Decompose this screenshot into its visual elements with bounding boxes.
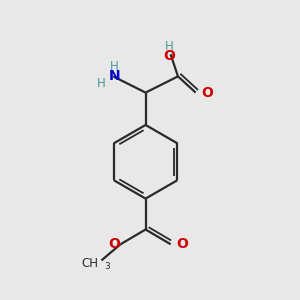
Text: O: O — [176, 237, 188, 251]
Text: 3: 3 — [104, 262, 110, 272]
Text: H: H — [165, 40, 173, 52]
Text: H: H — [110, 60, 119, 73]
Text: O: O — [108, 237, 120, 251]
Text: O: O — [163, 49, 175, 63]
Text: H: H — [97, 77, 106, 90]
Text: O: O — [201, 85, 213, 100]
Text: N: N — [109, 69, 121, 83]
Text: CH: CH — [82, 257, 98, 270]
